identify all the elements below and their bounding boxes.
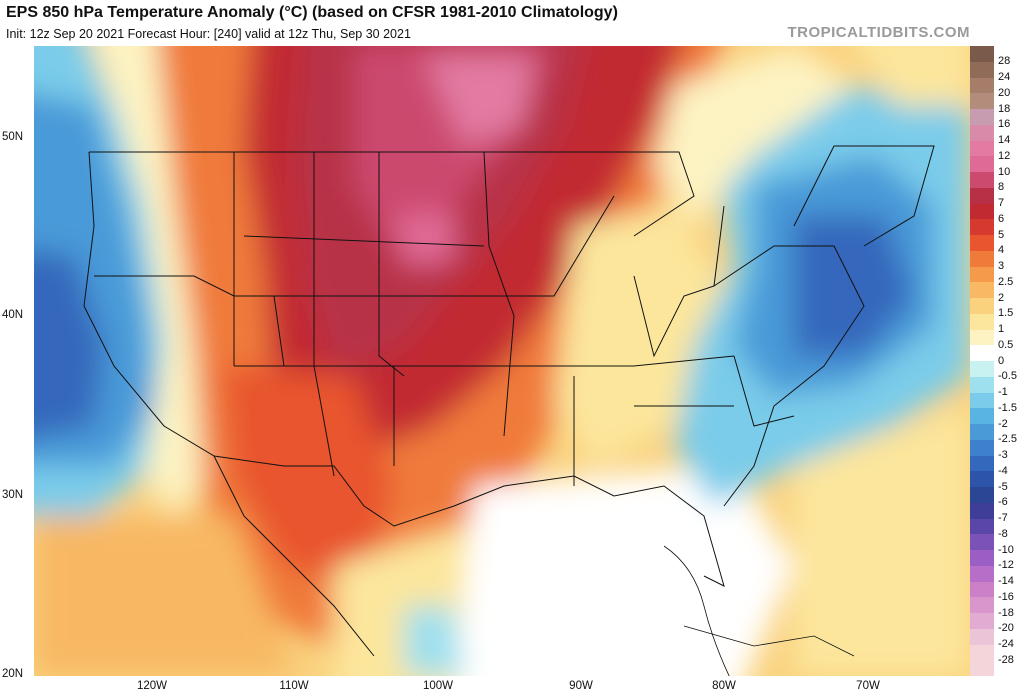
colorbar-tick-label: -8	[998, 527, 1008, 540]
colorbar-swatch	[970, 266, 994, 283]
colorbar-tick-label: -4	[998, 464, 1008, 477]
colorbar-tick-label: 16	[998, 118, 1011, 131]
lon-label-80w: 80W	[712, 680, 736, 692]
colorbar-tick-label: 18	[998, 102, 1011, 115]
colorbar-tick-label: -5	[998, 480, 1008, 493]
colorbar-swatch	[970, 345, 994, 362]
lon-label-100w: 100W	[422, 680, 454, 692]
lon-label-120w: 120W	[136, 680, 168, 692]
colorbar-swatch	[970, 597, 994, 614]
lat-label-40n: 40N	[2, 309, 24, 321]
brand-watermark[interactable]: TROPICALTIDBITS.COM	[787, 24, 970, 41]
colorbar-tick-label: 2.5	[998, 275, 1014, 288]
colorbar-tick-label: -20	[998, 622, 1014, 635]
colorbar-swatch	[970, 77, 994, 94]
colorbar-tick-label: -1.5	[998, 401, 1017, 414]
colorbar-swatch	[970, 376, 994, 394]
colorbar-swatch	[970, 392, 994, 409]
colorbar-tick-label: 8	[998, 181, 1005, 194]
anomaly-map	[34, 46, 970, 676]
colorbar-swatch	[970, 172, 994, 189]
colorbar-swatch	[970, 644, 994, 661]
map-title: EPS 850 hPa Temperature Anomaly (°C) (ba…	[6, 4, 618, 21]
colorbar-tick-label: -24	[998, 638, 1014, 650]
colorbar-swatch	[970, 628, 994, 646]
colorbar-tick-label: -6	[998, 496, 1008, 509]
colorbar-swatch	[970, 329, 994, 346]
colorbar-swatch	[970, 613, 994, 630]
anomaly-field	[34, 46, 970, 676]
colorbar-swatch	[970, 235, 994, 252]
colorbar-swatch	[970, 250, 994, 268]
colorbar-swatch	[970, 565, 994, 583]
colorbar-tick-label: 10	[998, 165, 1011, 178]
colorbar-tick-label: 24	[998, 71, 1011, 83]
colorbar-swatch	[970, 93, 994, 110]
colorbar-tick-label: 2	[998, 291, 1005, 304]
colorbar-tick-label: -7	[998, 512, 1008, 524]
colorbar-tick-label: 20	[998, 86, 1011, 99]
colorbar-tick-label: -2	[998, 417, 1008, 430]
colorbar-swatch	[970, 471, 994, 488]
colorbar-swatch	[970, 203, 994, 220]
colorbar-swatch	[970, 298, 994, 315]
colorbar-tick-label: 0	[998, 354, 1005, 367]
colorbar-tick-label: -2.5	[998, 433, 1017, 446]
lon-label-70w: 70W	[856, 680, 880, 692]
colorbar-tick-label: 3	[998, 260, 1005, 272]
colorbar-tick-label: 1.5	[998, 307, 1014, 320]
forecast-info: Init: 12z Sep 20 2021 Forecast Hour: [24…	[6, 27, 411, 41]
colorbar-tick-label: 7	[998, 197, 1005, 209]
lon-label-90w: 90W	[569, 680, 593, 692]
colorbar-swatch	[970, 518, 994, 535]
colorbar-tick-label: -12	[998, 559, 1014, 572]
colorbar-tick-label: -14	[998, 575, 1014, 587]
colorbar-swatch	[970, 361, 994, 378]
colorbar-swatch	[970, 313, 994, 331]
colorbar-tick-label: 12	[998, 149, 1011, 162]
colorbar-swatch	[970, 660, 994, 676]
colorbar-tick-label: -28	[998, 653, 1014, 666]
colorbar-swatch	[970, 187, 994, 205]
colorbar-swatch	[970, 46, 994, 63]
colorbar-tick-label: -0.5	[998, 370, 1017, 383]
lat-label-20n: 20N	[2, 668, 24, 680]
colorbar-swatch	[970, 487, 994, 504]
colorbar	[970, 46, 994, 676]
colorbar-tick-label: 0.5	[998, 338, 1014, 351]
lon-label-110w: 110W	[279, 680, 309, 692]
lat-label-50n: 50N	[2, 131, 24, 143]
colorbar-swatch	[970, 140, 994, 157]
colorbar-swatch	[970, 282, 994, 299]
colorbar-swatch	[970, 156, 994, 173]
colorbar-swatch	[970, 424, 994, 441]
colorbar-tick-label: -18	[998, 606, 1014, 619]
coastline	[663, 545, 855, 676]
colorbar-swatch	[970, 124, 994, 142]
colorbar-tick-label: 5	[998, 228, 1005, 241]
colorbar-tick-label: -16	[998, 590, 1014, 603]
colorbar-swatch	[970, 550, 994, 567]
colorbar-tick-label: 28	[998, 55, 1011, 68]
colorbar-tick-label: 4	[998, 244, 1005, 257]
colorbar-swatch	[970, 581, 994, 598]
colorbar-tick-label: 14	[998, 134, 1011, 146]
colorbar-swatch	[970, 109, 994, 126]
colorbar-swatch	[970, 61, 994, 79]
state-borders	[83, 145, 935, 657]
colorbar-swatch	[970, 439, 994, 457]
colorbar-tick-label: -1	[998, 386, 1008, 398]
colorbar-swatch	[970, 534, 994, 551]
colorbar-tick-label: -10	[998, 543, 1014, 556]
colorbar-swatch	[970, 219, 994, 236]
colorbar-swatch	[970, 408, 994, 425]
lat-label-30n: 30N	[2, 489, 24, 501]
colorbar-swatch	[970, 455, 994, 472]
colorbar-swatch	[970, 502, 994, 520]
colorbar-tick-label: 1	[998, 323, 1005, 335]
colorbar-tick-label: 6	[998, 212, 1005, 225]
colorbar-tick-label: -3	[998, 449, 1008, 461]
